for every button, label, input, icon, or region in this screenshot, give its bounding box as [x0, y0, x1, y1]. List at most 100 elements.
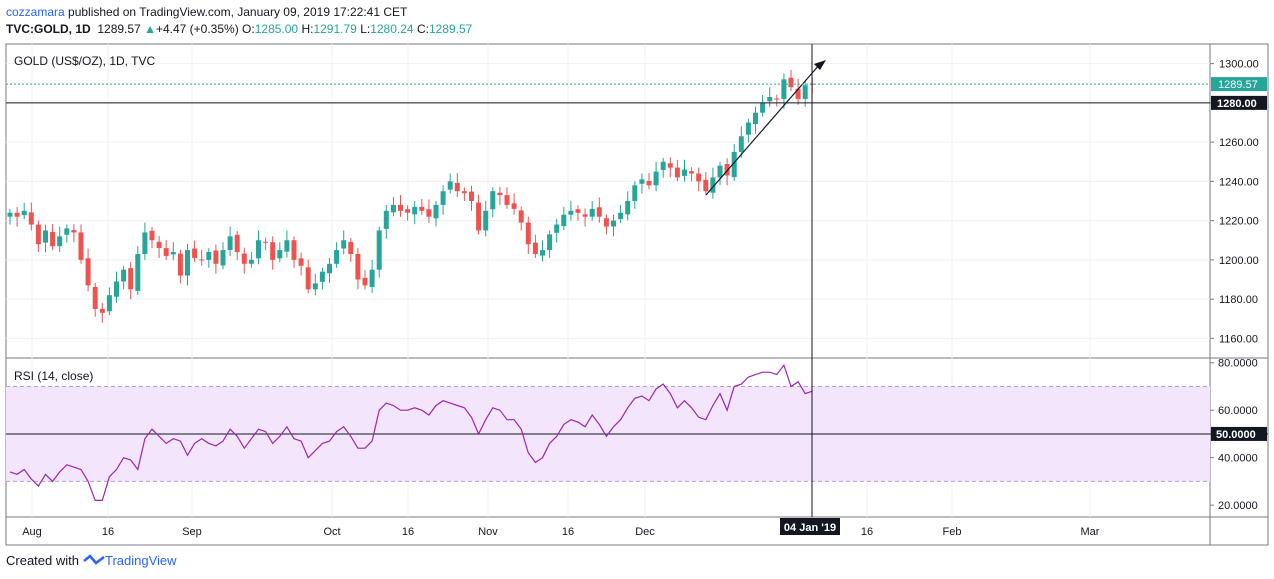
- candle-body: [28, 212, 34, 225]
- candle-body: [760, 102, 766, 113]
- candle-body: [426, 209, 432, 217]
- trend-arrow-head: [814, 60, 826, 70]
- trend-line: [705, 63, 821, 196]
- candle-body: [625, 201, 631, 215]
- ohlc-legend: TVC:GOLD, 1D 1289.57 ▲+4.47 (+0.35%) O:1…: [6, 22, 472, 36]
- candle-body: [582, 214, 588, 217]
- candle-body: [525, 222, 531, 245]
- chart-title: GOLD (US$/OZ), 1D, TVC: [14, 54, 155, 68]
- candle-body: [248, 259, 254, 264]
- candle-body: [653, 171, 659, 186]
- time-tick-label: Feb: [943, 526, 962, 538]
- candle-body: [369, 269, 375, 287]
- candle-body: [788, 77, 794, 88]
- rsi-line: [9, 363, 813, 501]
- rsi-title: RSI (14, close): [14, 369, 93, 383]
- high-label: H:: [301, 22, 314, 36]
- candle-body: [192, 248, 198, 258]
- candle-body: [469, 191, 474, 201]
- candle-body: [696, 173, 702, 182]
- candle-body: [256, 240, 261, 259]
- candle-body: [618, 212, 624, 220]
- candle-body: [554, 224, 560, 233]
- candle-body: [163, 248, 169, 256]
- time-tick-label: Sep: [182, 526, 202, 538]
- candle-body: [802, 85, 808, 99]
- candle-body: [319, 271, 325, 282]
- tradingview-logo[interactable]: TradingView: [83, 553, 177, 568]
- candle-body: [57, 236, 63, 247]
- candle-body: [447, 181, 453, 190]
- last-price-box: [1211, 77, 1267, 92]
- candle-body: [575, 209, 581, 213]
- candle-body: [433, 204, 439, 219]
- candle-body: [362, 277, 368, 286]
- candle-body: [724, 164, 730, 176]
- candle-body: [277, 250, 283, 259]
- candle-body: [596, 207, 602, 217]
- close-value: 1289.57: [428, 22, 473, 36]
- time-tick-label: 16: [402, 526, 414, 538]
- price-tick-label: 1240.00: [1219, 176, 1259, 188]
- time-tick-label: Dec: [635, 526, 655, 538]
- candle-body: [383, 210, 389, 229]
- candle-body: [589, 208, 595, 217]
- candle-body: [227, 236, 233, 251]
- candle-body: [710, 177, 716, 193]
- crosshair-date-box: [780, 518, 840, 535]
- time-tick-label: 16: [102, 526, 114, 538]
- candle-body: [327, 263, 332, 274]
- candle-body: [305, 267, 311, 290]
- candle-body: [497, 192, 503, 196]
- change-up-icon: ▲: [144, 22, 156, 36]
- rsi-tick-label: 80.0000: [1218, 358, 1258, 370]
- close-label: C:: [416, 22, 429, 36]
- candle-body: [731, 151, 737, 178]
- candle-body: [511, 203, 517, 209]
- symbol-label: TVC:GOLD, 1D: [6, 22, 91, 36]
- candle-body: [689, 171, 695, 174]
- candle-body: [390, 204, 396, 213]
- price-tick-label: 1220.00: [1219, 216, 1259, 228]
- candle-body: [660, 161, 666, 170]
- candle-body: [703, 179, 709, 192]
- candle-body: [355, 253, 361, 280]
- candle-body: [64, 228, 70, 235]
- candle-body: [376, 230, 382, 270]
- candle-body: [21, 210, 27, 216]
- candle-body: [682, 169, 687, 176]
- open-label: O:: [242, 22, 255, 36]
- candle-body: [149, 230, 155, 241]
- candle-body: [121, 269, 127, 282]
- candle-body: [646, 180, 652, 186]
- candle-body: [185, 250, 190, 276]
- candle-body: [398, 204, 403, 211]
- tradingview-brand: TradingView: [104, 553, 177, 568]
- candle-body: [312, 283, 318, 290]
- candle-body: [611, 220, 616, 227]
- price-tick-label: 1260.00: [1219, 137, 1259, 149]
- time-tick-label: 16: [861, 526, 873, 538]
- rsi-level-label: 50.0000: [1216, 429, 1256, 441]
- price-tick-label: 1300.00: [1219, 59, 1259, 71]
- candle-body: [142, 232, 148, 254]
- candle-body: [639, 179, 645, 184]
- author-link[interactable]: cozzamara: [6, 5, 65, 19]
- time-tick-label: Aug: [22, 526, 42, 538]
- time-tick-label: Nov: [478, 526, 498, 538]
- candle-body: [128, 268, 134, 290]
- candle-body: [85, 258, 91, 286]
- candle-body: [561, 214, 567, 227]
- candle-body: [490, 191, 496, 210]
- last-price: 1289.57: [97, 22, 141, 36]
- candle-body: [50, 232, 56, 247]
- last-price-label: 1289.57: [1218, 79, 1258, 91]
- candle-body: [220, 250, 226, 266]
- candle-body: [35, 224, 41, 245]
- time-tick-label: 16: [562, 526, 574, 538]
- candle-body: [781, 79, 787, 99]
- candle-body: [170, 252, 176, 255]
- candle-body: [603, 218, 609, 227]
- candle-body: [213, 250, 219, 264]
